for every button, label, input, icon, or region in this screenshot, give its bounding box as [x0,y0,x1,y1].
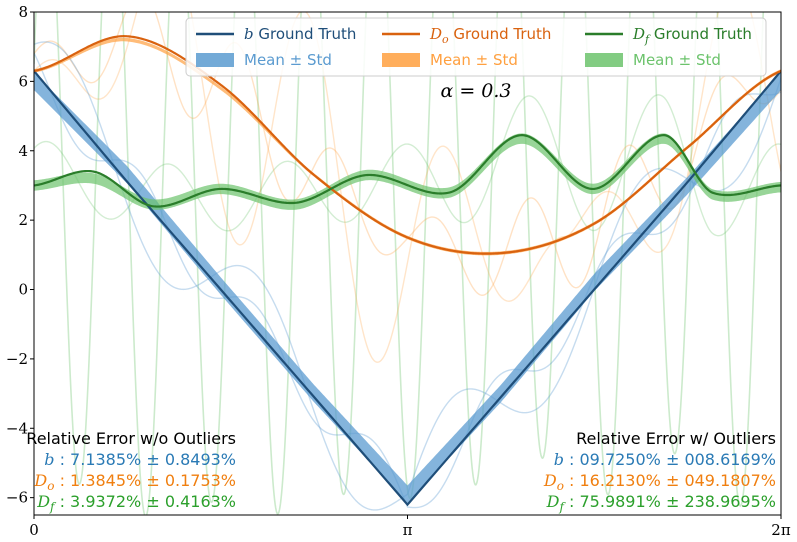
ground-truth-lines [34,35,781,507]
error-row-value: : 75.9891% ± 238.9695% [564,492,776,511]
legend-text-rest: Ground Truth [449,25,552,43]
legend-swatch-band [382,53,420,67]
error-table-row: Df : 75.9891% ± 238.9695% [546,492,776,514]
legend-label: Mean ± Std [430,51,518,69]
y-tick-label: −4 [6,419,28,437]
error-row-symbol: D [546,492,560,511]
plot-axes: 0 π 2π −6 −4 −2 0 2 4 6 8 [6,3,791,539]
x-tick-label: 0 [29,521,39,539]
error-row-symbol-sub: o [557,479,564,493]
legend-label: Do Ground Truth [429,25,551,46]
legend-symbol: b [244,25,254,43]
y-tick-label: 6 [18,72,28,90]
legend-swatch-band [196,53,234,67]
legend: b Ground Truth Do Ground Truth Df Ground T… [185,17,767,77]
error-row-value: : 3.9372% ± 0.4163% [54,492,236,511]
error-table-row: Do : 16.2130% ± 049.1807% [543,471,776,493]
alpha-annotation: α = 0.3 [440,80,511,102]
error-row-symbol: b [554,450,564,469]
error-row-value: : 16.2130% ± 049.1807% [564,471,776,490]
error-row-symbol: D [36,492,50,511]
y-tick-label: 0 [18,281,28,299]
df-outlier-trial-line [34,94,781,237]
error-table-row: Do : 1.3845% ± 0.1753% [33,471,236,493]
do-ground-truth-line [34,35,781,255]
error-row-symbol: b [44,450,54,469]
df-ground-truth-line [34,134,781,208]
y-tick-label: 4 [18,142,28,160]
legend-text-rest: Ground Truth [649,25,752,43]
error-table-row: b : 09.7250% ± 008.6169% [554,450,776,469]
error-row-value: : 7.1385% ± 0.8493% [54,450,236,469]
error-row-symbol: D [33,471,47,490]
error-table-title: Relative Error w/ Outliers [576,429,776,448]
x-tick-label: π [403,521,413,539]
legend-symbol-sub: f [644,33,651,46]
error-row-symbol-sub: f [558,500,566,514]
b-ground-truth-line [34,70,781,507]
error-table-row: b : 7.1385% ± 0.8493% [44,450,236,469]
legend-swatch-band [585,53,623,67]
df-mean-std-band [34,133,781,210]
y-tick-label: 8 [18,3,28,21]
error-table-title: Relative Error w/o Outliers [26,429,236,448]
annotations: α = 0.3 Relative Error w/o Outliers b : 7.… [26,80,776,514]
legend-label: Mean ± Std [244,51,332,69]
mean-std-bands [34,37,781,503]
x-tick-label: 2π [771,521,791,539]
do-outlier-trial-line [34,12,781,363]
error-table-row: Df : 3.9372% ± 0.4163% [36,492,236,514]
legend-symbol: D [632,25,645,43]
legend-label: Mean ± Std [633,51,721,69]
legend-label: b Ground Truth [244,25,356,43]
y-tick-label: −6 [6,489,28,507]
legend-symbol-sub: o [442,33,449,46]
error-row-symbol: D [543,471,557,490]
legend-text-rest: Ground Truth [254,25,357,43]
legend-symbol: D [429,25,442,43]
error-row-symbol-sub: f [49,500,57,514]
error-row-value: : 09.7250% ± 008.6169% [564,450,776,469]
y-tick-label: 2 [18,211,28,229]
y-tick-label: −2 [6,350,28,368]
error-row-value: : 1.3845% ± 0.1753% [54,471,236,490]
legend-label: Df Ground Truth [632,25,752,46]
error-row-symbol-sub: o [47,479,54,493]
